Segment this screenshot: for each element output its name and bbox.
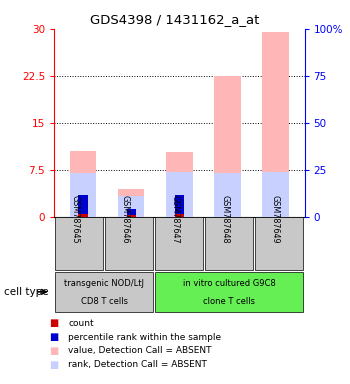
Text: CD8 T cells: CD8 T cells: [81, 296, 128, 306]
Text: ■: ■: [49, 346, 58, 356]
Bar: [205, 217, 253, 270]
Bar: [262, 172, 289, 217]
Bar: [105, 217, 153, 270]
Bar: [214, 173, 241, 217]
Bar: [78, 195, 88, 217]
Bar: [262, 32, 289, 217]
Bar: [118, 196, 145, 217]
Text: percentile rank within the sample: percentile rank within the sample: [68, 333, 221, 342]
Text: clone T cells: clone T cells: [203, 296, 256, 306]
Bar: [127, 209, 136, 217]
Text: GSM787646: GSM787646: [120, 195, 129, 244]
Bar: [155, 217, 203, 270]
Bar: [118, 189, 145, 217]
Bar: [70, 151, 96, 217]
Text: transgenic NOD/LtJ: transgenic NOD/LtJ: [64, 279, 144, 288]
Text: ■: ■: [49, 360, 58, 370]
Text: in vitro cultured G9C8: in vitro cultured G9C8: [183, 279, 276, 288]
Text: GSM787645: GSM787645: [70, 195, 79, 244]
Bar: [127, 215, 136, 217]
Text: GDS4398 / 1431162_a_at: GDS4398 / 1431162_a_at: [90, 13, 260, 26]
Bar: [175, 214, 184, 217]
Bar: [214, 76, 241, 217]
Text: ■: ■: [49, 332, 58, 342]
Bar: [175, 195, 184, 217]
Bar: [155, 271, 303, 312]
Text: GSM787649: GSM787649: [271, 195, 280, 244]
Text: cell type: cell type: [4, 287, 48, 297]
Bar: [55, 217, 103, 270]
Text: ■: ■: [49, 318, 58, 328]
Bar: [166, 152, 193, 217]
Text: GSM787647: GSM787647: [170, 195, 179, 244]
Text: value, Detection Call = ABSENT: value, Detection Call = ABSENT: [68, 346, 212, 356]
Bar: [78, 214, 88, 217]
Bar: [166, 172, 193, 217]
Bar: [55, 271, 153, 312]
Text: rank, Detection Call = ABSENT: rank, Detection Call = ABSENT: [68, 360, 207, 369]
Text: count: count: [68, 319, 94, 328]
Bar: [70, 173, 96, 217]
Text: GSM787648: GSM787648: [220, 195, 230, 244]
Bar: [256, 217, 303, 270]
